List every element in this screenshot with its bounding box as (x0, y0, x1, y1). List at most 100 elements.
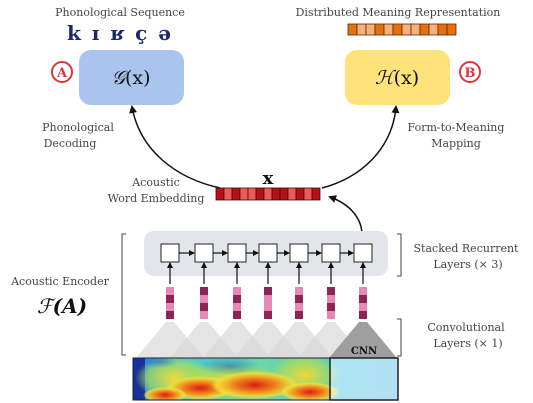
rnn-cell (160, 243, 180, 263)
feature-cell (233, 287, 241, 295)
feature-cell (295, 303, 303, 311)
feature-cell (264, 303, 272, 311)
rnn-label-2: Layers (× 3) (433, 258, 502, 271)
feature-cell (166, 311, 174, 319)
conv-label-2: Layers (× 1) (433, 337, 502, 350)
feature-cell (200, 303, 208, 311)
feature-cell (359, 295, 367, 303)
embedding-cell (295, 187, 305, 201)
embedding-cell (247, 187, 257, 201)
feature-cell (264, 295, 272, 303)
meaning-cell (374, 23, 385, 36)
embedding-cell (223, 187, 233, 201)
feature-cell (295, 295, 303, 303)
feature-cell (359, 303, 367, 311)
rnn-label-1: Stacked Recurrent (414, 242, 520, 255)
conv-bracket (397, 318, 402, 357)
conv-fans (136, 322, 397, 358)
rnn-cell (227, 243, 247, 263)
arrow-to-phonological-decoder (129, 105, 221, 189)
feature-cell (295, 287, 303, 295)
badge-a-circle (51, 61, 73, 83)
feature-cell (264, 311, 272, 319)
meaning-cell (428, 23, 439, 36)
phonological-symbols: k ɪ ʁ ç ə (67, 21, 173, 45)
conv-label-1: Convolutional (427, 321, 505, 334)
badge-b-label: B (465, 66, 476, 81)
encoder-function: ℱ(A) (37, 294, 87, 318)
acoustic-encoder-label: Acoustic Encoder (10, 275, 110, 288)
embedding-cell (239, 187, 249, 201)
embedding-cell (303, 187, 313, 201)
meaning-cell (356, 23, 367, 36)
feature-cell (233, 311, 241, 319)
feature-cell (359, 287, 367, 295)
arrow-to-meaning-decoder (321, 105, 400, 189)
meaning-vector (347, 23, 457, 36)
meaning-cell (383, 23, 394, 36)
rnn-cell (321, 243, 341, 263)
meaning-cell (419, 23, 430, 36)
feature-cell (327, 287, 335, 295)
badge-a-label: A (56, 66, 68, 81)
phonological-decoding-label-1: Phonological (42, 121, 114, 134)
embedding-cell (215, 187, 225, 201)
feature-cell (327, 295, 335, 303)
feature-cell (264, 287, 272, 295)
phonological-sequence-title: Phonological Sequence (55, 6, 185, 19)
meaning-cell (365, 23, 376, 36)
form-meaning-label-2: Mapping (431, 137, 481, 150)
rnn-cell (194, 243, 214, 263)
meaning-cell (392, 23, 403, 36)
embedding-cell (311, 187, 321, 201)
awe-label-2: Word Embedding (108, 192, 205, 205)
rnn-cell (258, 243, 278, 263)
feature-cell (166, 303, 174, 311)
phonological-decoding-label-2: Decoding (44, 137, 97, 150)
embedding-cell (271, 187, 281, 201)
cnn-window-frame (329, 357, 399, 401)
feature-cell (295, 311, 303, 319)
feature-cell (327, 303, 335, 311)
feature-cell (233, 295, 241, 303)
feature-cell (327, 311, 335, 319)
feature-cell (166, 295, 174, 303)
spectrogram (132, 357, 399, 401)
embedding-cell (279, 187, 289, 201)
embedding-cell (255, 187, 265, 201)
acoustic-word-embedding-vector (215, 187, 321, 201)
embedding-cell (231, 187, 241, 201)
rnn-cell (353, 243, 373, 263)
feature-cell (166, 287, 174, 295)
cnn-label: CNN (351, 346, 377, 357)
decoder-h-function: ℋ(x) (375, 67, 419, 89)
meaning-cell (446, 23, 457, 36)
badge-b-circle (459, 61, 481, 83)
form-meaning-label-1: Form-to-Meaning (408, 121, 505, 134)
form-meaning-decoder-box (345, 50, 450, 105)
feature-cell (200, 287, 208, 295)
decoder-g-function: 𝒢(x) (111, 67, 150, 89)
embedding-cell (263, 187, 273, 201)
meaning-cell (437, 23, 448, 36)
embedding-cell (287, 187, 297, 201)
feature-columns (166, 287, 367, 319)
feature-cell (233, 303, 241, 311)
arrow-rnn-to-embedding (328, 195, 363, 236)
meaning-cell (410, 23, 421, 36)
embedding-x-label: x (263, 168, 274, 189)
rnn-cells (160, 243, 373, 284)
feature-cell (200, 295, 208, 303)
phonological-decoder-box (79, 50, 184, 105)
meaning-cell (347, 23, 358, 36)
feature-cell (200, 311, 208, 319)
conv-fan (329, 322, 397, 358)
encoder-bracket (121, 233, 126, 356)
feature-cell (359, 311, 367, 319)
rnn-bracket (397, 233, 402, 277)
cnn-window-overlay (330, 358, 398, 400)
rnn-cell (289, 243, 309, 263)
awe-label-1: Acoustic (131, 176, 180, 189)
meaning-representation-title: Distributed Meaning Representation (296, 6, 501, 19)
